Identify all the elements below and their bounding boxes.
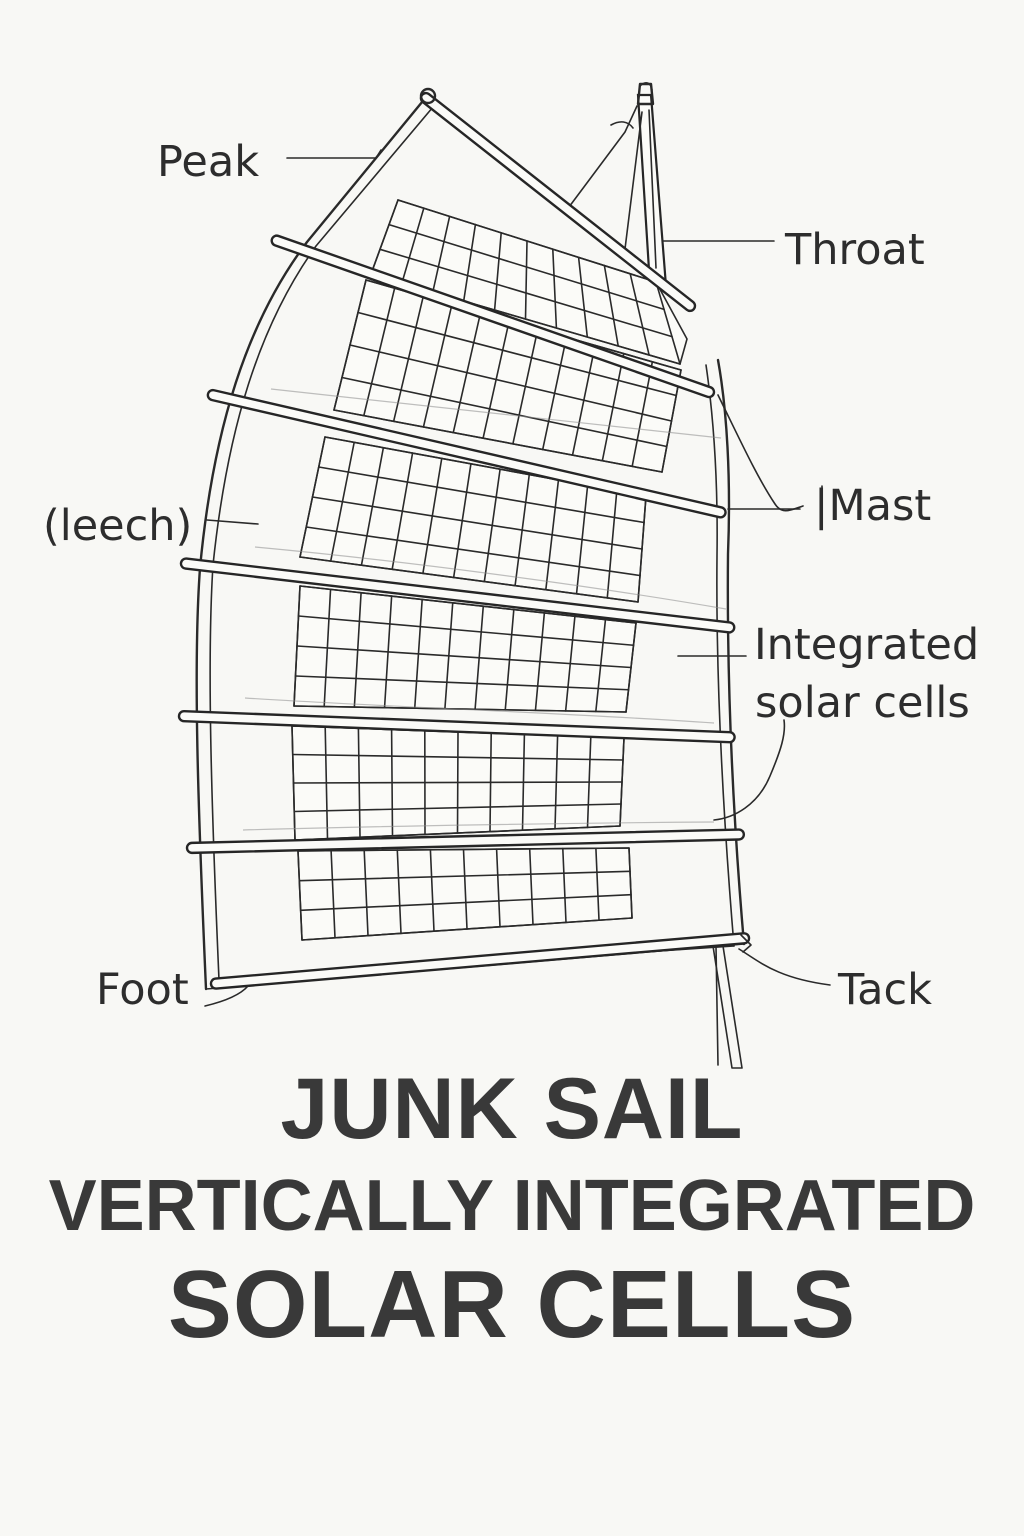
solar-cell-grid-line	[299, 585, 637, 624]
solar-cell-grid-line	[294, 825, 621, 841]
solar-cell-grid-line	[397, 199, 657, 283]
title-line-1: JUNK SAIL	[280, 1061, 744, 1157]
label-leaders	[204, 149, 823, 1007]
solar-cell-grid-line	[292, 781, 623, 784]
solar-cell-grid-line	[333, 409, 663, 473]
batten-5	[185, 828, 746, 855]
solar-cell-grid-line	[577, 256, 589, 338]
solar-cell-grid-line	[293, 803, 622, 813]
solar-cell-grid-line	[655, 281, 681, 365]
solar-cell-grid-line	[305, 526, 641, 577]
solar-cell-grid-line	[603, 264, 620, 347]
solar-cell-grid-line	[495, 848, 501, 928]
solar-cell-grid-line	[370, 199, 399, 275]
wind-lines	[242, 388, 727, 831]
solar-cell-grid-line	[349, 344, 673, 422]
solar-cell-grid-line	[551, 248, 558, 329]
throat-label: Throat	[784, 225, 925, 275]
labels: Peak Throat (leech) |Mast Integrated sol…	[43, 137, 979, 1015]
solar-cell-grid-line	[357, 311, 678, 397]
battens	[177, 87, 752, 990]
solar-cell-grid-line	[396, 849, 402, 935]
batten-2	[206, 388, 727, 519]
title-line-3: SOLAR CELLS	[167, 1251, 857, 1358]
solar-cell-grid-line	[299, 893, 632, 912]
leech-label: (leech)	[43, 501, 192, 551]
solar-label-line1: Integrated	[754, 620, 979, 670]
solar-cell-grid-line	[299, 556, 639, 603]
peak-label: Peak	[157, 137, 259, 187]
batten-foot	[209, 932, 751, 990]
mast	[565, 81, 743, 1069]
solar-cell-grid-line	[462, 223, 477, 302]
title-line-2: VERTICALLY INTEGRATED	[48, 1166, 976, 1246]
solar-cell-grid-line	[297, 847, 630, 852]
solar-cell-grid-line	[294, 675, 630, 691]
solar-cell-grid-line	[528, 848, 534, 926]
rigging	[717, 394, 831, 986]
solar-cell-grid-line	[431, 215, 451, 293]
solar-cell-grid-line	[298, 870, 631, 882]
solar-cell-grid-line	[629, 272, 650, 356]
solar-cell-grid-line	[301, 917, 633, 941]
solar-cell-grid-line	[330, 849, 336, 939]
solar-cell-grid-line	[595, 847, 600, 922]
peak-leader	[286, 149, 382, 159]
solar-cell-grid-line	[628, 847, 633, 919]
batten-1	[270, 234, 716, 399]
solar-cell-grid-line	[317, 466, 645, 524]
foot-leader	[204, 985, 249, 1007]
solar-cell-grid-line	[388, 223, 665, 311]
batten-4	[177, 709, 736, 744]
solar-cell-grid-line	[524, 240, 528, 320]
solar-cell-panels	[291, 199, 688, 941]
solar-cell-grid-line	[561, 847, 567, 924]
solar-cell-grid-line	[462, 848, 468, 930]
batten-3	[179, 557, 736, 634]
solar-leader-bottom	[713, 719, 786, 821]
solar-cell-grid-line	[311, 496, 643, 550]
solar-cell-grid-line	[379, 248, 673, 338]
foot-label: Foot	[96, 965, 189, 1015]
mast-label: |Mast	[814, 481, 931, 531]
solar-label-line2: solar cells	[755, 678, 970, 728]
solar-cell-grid-line	[363, 849, 369, 937]
solar-cell-grid-line	[297, 850, 303, 941]
solar-cell-grid-line	[401, 207, 425, 284]
solar-cell-grid-line	[493, 232, 503, 311]
solar-cell-grid-line	[429, 848, 435, 933]
leech-leader	[206, 519, 259, 525]
tack-label: Tack	[837, 965, 932, 1015]
solar-cell-grid-line	[291, 753, 624, 761]
solar-cell-grid-line	[297, 615, 635, 647]
solar-cell-grid-line	[296, 645, 632, 669]
solar-cell-grid-line	[341, 376, 668, 448]
